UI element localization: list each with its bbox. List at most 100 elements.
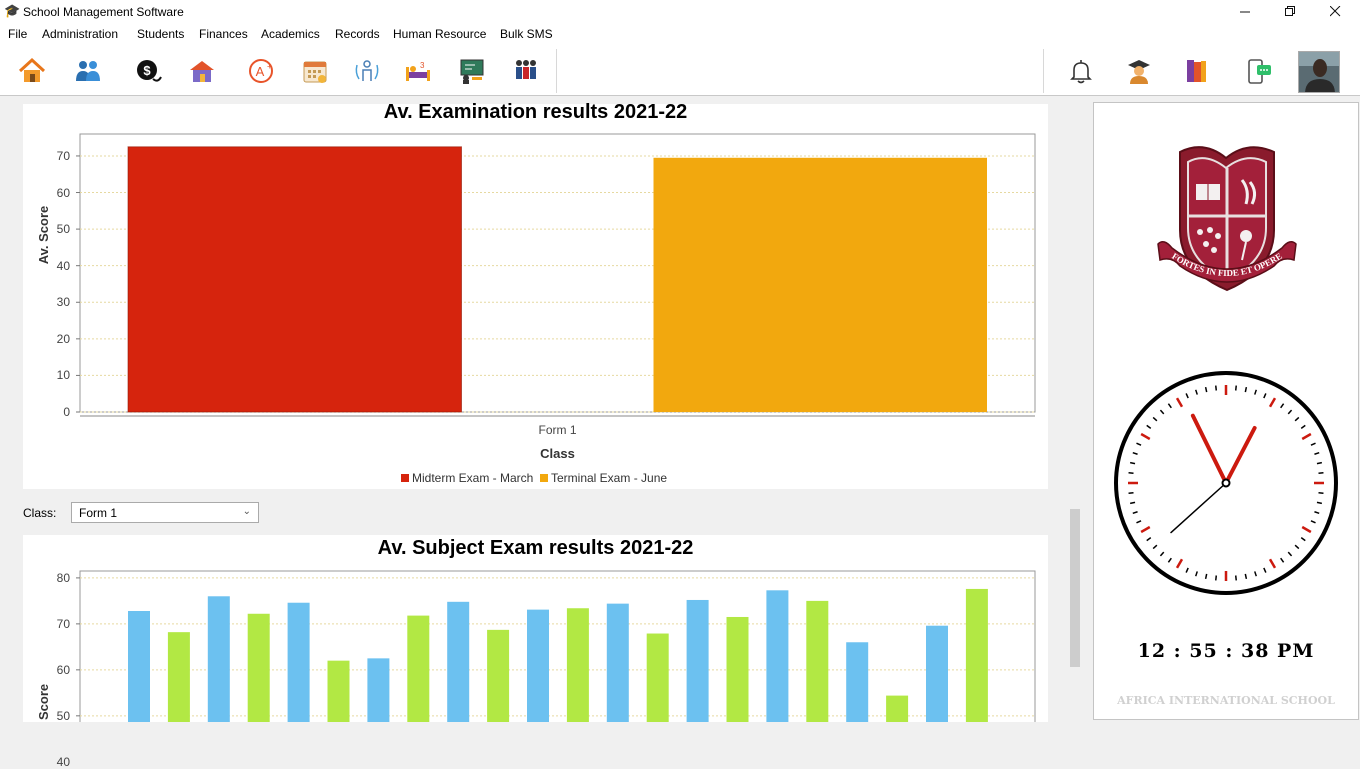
clock-tick (1159, 409, 1165, 415)
svg-text:+: + (267, 62, 272, 71)
legend-label: Terminal Exam - June (551, 471, 668, 485)
calendar-icon[interactable] (301, 57, 329, 85)
clock-tick (1195, 571, 1198, 577)
clock-tick (1244, 386, 1248, 393)
menu-bulk-sms[interactable]: Bulk SMS (500, 27, 553, 41)
subject-bar (447, 601, 470, 722)
toolbar-separator (556, 49, 557, 93)
subject-bar (646, 633, 669, 722)
dormitory-icon[interactable]: 3 (404, 57, 432, 85)
exam-chart-x-label: Class (540, 446, 575, 461)
clock-tick (1316, 461, 1323, 465)
exam-chart-title: Av. Examination results 2021-22 (383, 101, 688, 123)
subject-bar (686, 599, 709, 722)
chevron-down-icon: ⌄ (242, 506, 251, 517)
clock-tick (1263, 393, 1267, 399)
clock-tick (1136, 442, 1142, 446)
clock-tick (1263, 567, 1267, 573)
subject-bar (846, 642, 869, 722)
clock-tick (1167, 557, 1172, 563)
restore-button[interactable] (1267, 0, 1313, 23)
grade-icon[interactable]: A + (247, 57, 275, 85)
subject-bar (167, 632, 190, 722)
staff-icon[interactable] (512, 57, 540, 85)
clock-tick (1254, 571, 1257, 577)
terminal-bar (653, 157, 987, 412)
exam-y-tick-label: 10 (56, 368, 70, 383)
home-icon[interactable] (18, 57, 46, 85)
class-select-value: Form 1 (79, 506, 118, 520)
subject-bar (527, 609, 549, 722)
subject-chart (76, 570, 1036, 722)
menu-administration[interactable]: Administration (42, 27, 119, 41)
subject-y-tick-label: 80 (56, 570, 70, 585)
subject-bar (926, 625, 948, 722)
clock-tick (1185, 567, 1189, 573)
clock-tick (1301, 525, 1312, 534)
menu-finances[interactable]: Finances (199, 27, 248, 41)
class-filter-label: Class: (23, 506, 57, 520)
clock-tick (1167, 403, 1172, 409)
clock-tick (1128, 491, 1134, 494)
menu-file[interactable]: File (8, 27, 28, 41)
svg-text:3: 3 (420, 61, 425, 70)
users-icon[interactable] (74, 57, 102, 85)
clock-tick (1204, 573, 1208, 580)
minimize-button[interactable] (1222, 0, 1268, 23)
clock-tick (1318, 491, 1324, 494)
clock-hour-hand (1224, 426, 1257, 485)
books-icon[interactable] (1182, 57, 1210, 85)
clock-tick (1234, 385, 1237, 391)
menu-academics[interactable]: Academics (261, 27, 320, 41)
subject-bar (327, 660, 350, 722)
subject-bar (886, 695, 909, 722)
legend-swatch (401, 474, 409, 482)
menu-human-resource[interactable]: Human Resource (393, 27, 487, 41)
subject-y-tick-label: 40 (56, 754, 70, 769)
clock-tick (1287, 551, 1293, 557)
subject-bar (965, 588, 988, 722)
person-sync-icon[interactable] (353, 57, 381, 85)
subject-y-tick-label: 60 (56, 662, 70, 677)
title-bar: 🎓 School Management Software (0, 0, 1360, 23)
class-select[interactable]: Form 1 ⌄ (71, 502, 259, 523)
clock-tick (1132, 511, 1138, 514)
clock-tick (1316, 501, 1323, 505)
exam-y-tick-label: 60 (56, 185, 70, 200)
subject-y-tick-label: 70 (56, 616, 70, 631)
subject-bar (128, 611, 150, 722)
clock-tick (1195, 389, 1198, 395)
clock-tick (1300, 537, 1306, 542)
exam-y-tick-label: 0 (63, 405, 70, 419)
window-title: School Management Software (23, 5, 184, 19)
clock-tick (1294, 416, 1300, 422)
clock-tick (1136, 520, 1142, 524)
legend-midterm: Midterm Exam - March (401, 471, 533, 485)
clock-tick (1314, 511, 1320, 514)
subject-bar (207, 596, 230, 722)
user-avatar[interactable] (1298, 51, 1340, 93)
finance-icon[interactable]: $ (134, 57, 162, 85)
clock-second-hand (1170, 482, 1227, 534)
bell-icon[interactable] (1067, 57, 1095, 85)
close-button[interactable] (1312, 0, 1358, 23)
teaching-board-icon[interactable] (458, 57, 486, 85)
clock-tick (1314, 452, 1320, 455)
menu-records[interactable]: Records (335, 27, 380, 41)
scrollbar-thumb[interactable] (1070, 509, 1080, 667)
graduate-icon[interactable] (1125, 57, 1153, 85)
clock-tick (1215, 385, 1218, 391)
menu-bar: File Administration Students Finances Ac… (0, 23, 1360, 45)
subject-bar (726, 616, 749, 722)
subject-bar (247, 613, 270, 722)
clock-tick (1268, 397, 1277, 408)
subject-chart-y-label: Score (36, 683, 51, 720)
subject-bar (487, 629, 510, 722)
clock-tick (1152, 416, 1158, 422)
clock-tick (1152, 544, 1158, 550)
school-house-icon[interactable] (188, 57, 216, 85)
sms-phone-icon[interactable] (1245, 57, 1273, 85)
clock-tick (1215, 575, 1218, 581)
menu-students[interactable]: Students (137, 27, 185, 41)
subject-bar (287, 602, 310, 722)
